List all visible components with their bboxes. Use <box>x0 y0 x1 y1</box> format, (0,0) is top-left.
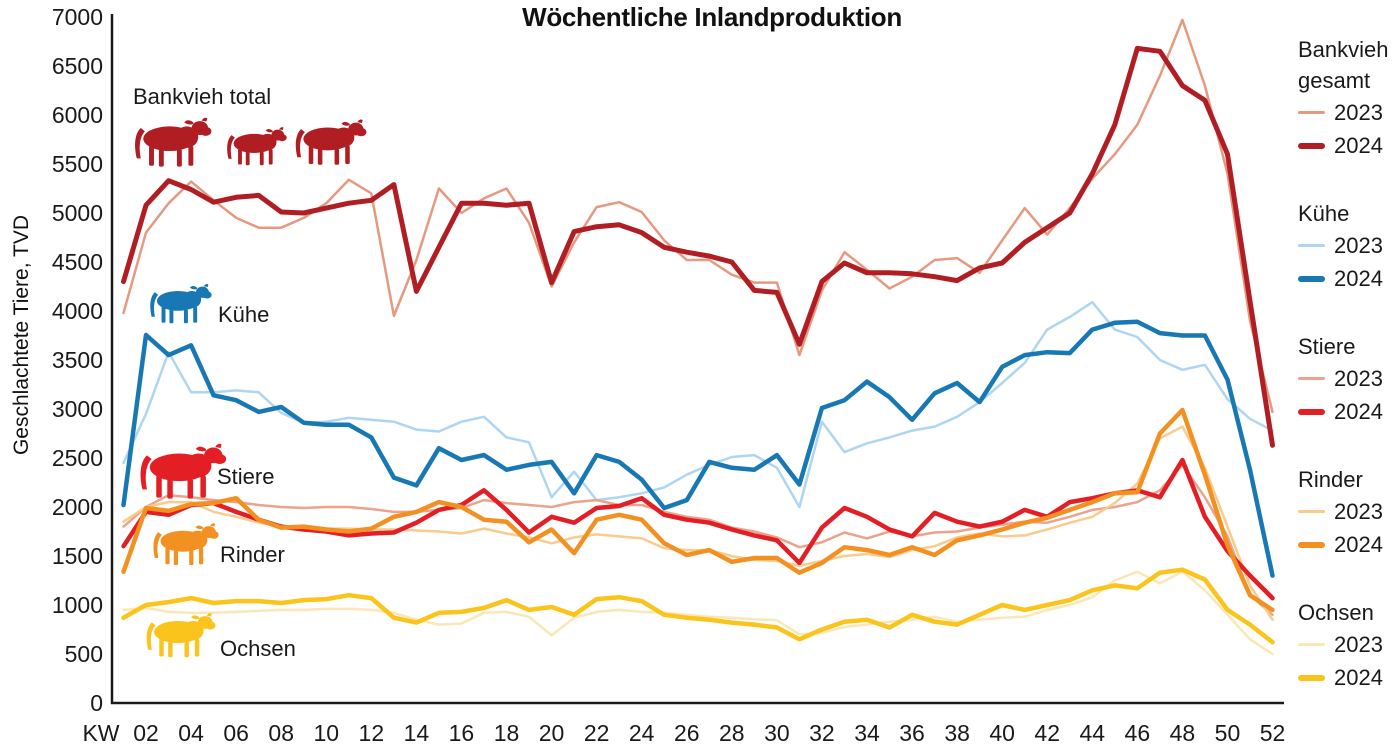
legend-group-bankvieh: Bankvieh gesamt 2023 2024 <box>1298 34 1400 162</box>
y-tick-label: 6500 <box>52 53 103 79</box>
series-line-stiere-2023 <box>122 463 1274 617</box>
ochsen-label: Ochsen <box>220 636 296 661</box>
line-swatch-2024 <box>1298 142 1325 149</box>
x-tick-label: 18 <box>494 720 520 746</box>
legend-entry-stiere-2023: 2023 <box>1298 362 1400 395</box>
x-tick-label: 14 <box>404 720 430 746</box>
x-tick-label: 48 <box>1170 720 1196 746</box>
x-tick-label: 44 <box>1079 720 1105 746</box>
x-tick-label: 40 <box>989 720 1015 746</box>
series-line-ochsen-2024 <box>121 567 1275 645</box>
legend-entry-bankvieh-2023: 2023 <box>1298 96 1400 129</box>
y-tick-label: 5000 <box>52 200 103 226</box>
y-tick-label: 4000 <box>52 298 103 324</box>
x-tick-label: 50 <box>1215 720 1241 746</box>
legend-group-kuehe: Kühe 2023 2024 <box>1298 198 1400 295</box>
legend-group-ochsen: Ochsen 2023 2024 <box>1298 597 1400 694</box>
x-tick-label: 42 <box>1034 720 1060 746</box>
x-tick-label: 46 <box>1125 720 1151 746</box>
line-swatch-2023 <box>1298 111 1325 114</box>
legend-title: Bankvieh gesamt <box>1298 37 1389 93</box>
y-tick-label: 500 <box>65 641 103 667</box>
rinder-label: Rinder <box>220 542 285 567</box>
legend-entry-rinder-2024: 2024 <box>1298 528 1400 561</box>
legend-group-stiere: Stiere 2023 2024 <box>1298 331 1400 428</box>
x-tick-label: 26 <box>674 720 700 746</box>
x-tick-label: 38 <box>944 720 970 746</box>
cow-icon-rinder <box>150 520 220 568</box>
y-tick-label: 4500 <box>52 249 103 275</box>
legend-entry-ochsen-2024: 2024 <box>1298 661 1400 694</box>
x-tick-label: 04 <box>178 720 204 746</box>
y-tick-label: 6000 <box>52 102 103 128</box>
x-tick-label: 36 <box>899 720 925 746</box>
x-tick-label: 34 <box>854 720 880 746</box>
x-tick-label: 20 <box>539 720 565 746</box>
series-line-rinder-2024 <box>121 407 1275 613</box>
y-tick-label: 1500 <box>52 543 103 569</box>
chart-title: Wöchentliche Inlandproduktion <box>522 2 902 32</box>
legend-title: Ochsen <box>1298 600 1374 625</box>
legend-group-rinder: Rinder 2023 2024 <box>1298 464 1400 561</box>
line-swatch-2024 <box>1298 408 1325 415</box>
line-swatch-2024 <box>1298 275 1325 282</box>
y-tick-label: 0 <box>90 690 103 716</box>
line-swatch-2023 <box>1298 643 1325 646</box>
line-swatch-2023 <box>1298 244 1325 247</box>
line-swatch-2023 <box>1298 510 1325 513</box>
legend-title: Rinder <box>1298 467 1363 492</box>
bull-icon-bankvieh-2 <box>224 124 288 168</box>
x-tick-label: 06 <box>223 720 249 746</box>
line-swatch-2024 <box>1298 541 1325 548</box>
y-tick-label: 3500 <box>52 347 103 373</box>
legend-title: Kühe <box>1298 201 1350 226</box>
x-tick-label: 52 <box>1260 720 1286 746</box>
series-line-bankvieh-gesamt-2024 <box>121 45 1275 448</box>
series-line-stiere-2024 <box>121 457 1275 601</box>
x-tick-label: 08 <box>268 720 294 746</box>
series-line-k-he-2024 <box>121 319 1275 578</box>
x-tick-label: 28 <box>719 720 745 746</box>
line-swatch-2023 <box>1298 377 1325 380</box>
y-axis-label: Geschlachtete Tiere, TVD <box>10 214 33 456</box>
series-line-ochsen-2023 <box>122 570 1274 656</box>
x-tick-label: 32 <box>809 720 835 746</box>
y-tick-label: 2500 <box>52 445 103 471</box>
kuehe-label: Kühe <box>218 302 270 327</box>
cow-icon-kuehe <box>147 276 213 331</box>
legend-entry-kuehe-2024: 2024 <box>1298 262 1400 295</box>
cow-icon-ochsen <box>143 610 217 660</box>
x-tick-label: 10 <box>313 720 339 746</box>
legend-entry-bankvieh-2024: 2024 <box>1298 129 1400 162</box>
bull-icon-bankvieh-1 <box>131 116 213 168</box>
x-tick-label: 24 <box>629 720 655 746</box>
legend-entry-kuehe-2023: 2023 <box>1298 229 1400 262</box>
legend-entry-stiere-2024: 2024 <box>1298 395 1400 428</box>
bankvieh-total-label: Bankvieh total <box>133 84 272 109</box>
legend-title: Stiere <box>1298 334 1356 359</box>
y-tick-label: 1000 <box>52 592 103 618</box>
legend: Bankvieh gesamt 2023 2024 Kühe 2023 2024 … <box>1298 34 1400 730</box>
x-tick-label: 22 <box>584 720 610 746</box>
x-axis-prefix: KW <box>82 720 119 746</box>
legend-entry-rinder-2023: 2023 <box>1298 495 1400 528</box>
line-swatch-2024 <box>1298 674 1325 681</box>
y-tick-label: 7000 <box>52 4 103 30</box>
x-tick-label: 30 <box>764 720 790 746</box>
y-tick-label: 3000 <box>52 396 103 422</box>
stiere-label: Stiere <box>217 464 275 489</box>
bull-icon-bankvieh-3 <box>292 116 368 168</box>
x-tick-label: 12 <box>359 720 385 746</box>
x-tick-label: 02 <box>133 720 159 746</box>
bull-icon-stiere <box>136 442 228 500</box>
x-tick-label: 16 <box>449 720 475 746</box>
y-tick-label: 5500 <box>52 151 103 177</box>
series-line-k-he-2023 <box>122 300 1274 509</box>
series-line-bankvieh-gesamt-2023 <box>122 18 1274 414</box>
legend-entry-ochsen-2023: 2023 <box>1298 628 1400 661</box>
y-tick-label: 2000 <box>52 494 103 520</box>
